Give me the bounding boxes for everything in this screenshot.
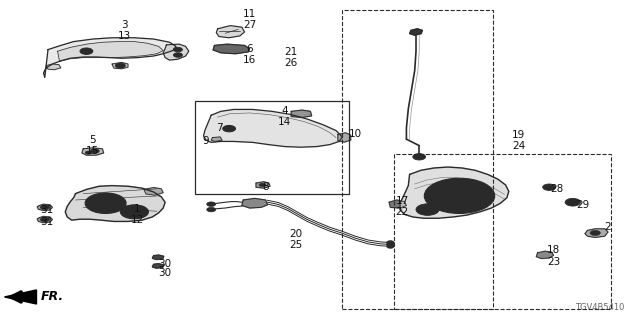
Circle shape bbox=[226, 127, 232, 130]
Circle shape bbox=[85, 151, 92, 154]
Polygon shape bbox=[410, 29, 422, 35]
Circle shape bbox=[424, 178, 495, 213]
Text: 21
26: 21 26 bbox=[285, 47, 298, 68]
Circle shape bbox=[223, 125, 236, 132]
Text: 4
14: 4 14 bbox=[278, 106, 291, 127]
Circle shape bbox=[447, 189, 472, 202]
Circle shape bbox=[565, 198, 580, 206]
Text: 10: 10 bbox=[349, 129, 362, 140]
Text: 30: 30 bbox=[159, 259, 172, 269]
Circle shape bbox=[416, 204, 439, 215]
Polygon shape bbox=[152, 264, 164, 268]
Circle shape bbox=[90, 149, 99, 153]
Circle shape bbox=[387, 244, 394, 248]
Circle shape bbox=[435, 184, 484, 208]
Text: TGV4B5410: TGV4B5410 bbox=[575, 303, 624, 312]
Polygon shape bbox=[216, 26, 244, 38]
Text: 31: 31 bbox=[40, 204, 53, 215]
Circle shape bbox=[127, 208, 142, 216]
Text: 2: 2 bbox=[605, 222, 611, 232]
Circle shape bbox=[207, 207, 216, 212]
Circle shape bbox=[40, 217, 49, 222]
Text: 17
22: 17 22 bbox=[396, 196, 409, 217]
Circle shape bbox=[387, 243, 394, 246]
Bar bbox=[342, 10, 493, 309]
Text: 18
23: 18 23 bbox=[547, 245, 561, 267]
Circle shape bbox=[120, 205, 148, 219]
Bar bbox=[394, 154, 611, 309]
Polygon shape bbox=[389, 200, 406, 208]
Circle shape bbox=[173, 47, 182, 52]
Polygon shape bbox=[163, 44, 189, 60]
Text: 9: 9 bbox=[202, 136, 209, 146]
Polygon shape bbox=[46, 64, 61, 70]
Circle shape bbox=[590, 230, 600, 236]
Text: 29: 29 bbox=[576, 200, 589, 210]
Polygon shape bbox=[242, 198, 268, 208]
Polygon shape bbox=[144, 188, 163, 195]
Circle shape bbox=[207, 202, 216, 206]
Circle shape bbox=[100, 201, 111, 206]
Circle shape bbox=[40, 205, 49, 210]
Polygon shape bbox=[58, 42, 163, 61]
Text: FR.: FR. bbox=[40, 291, 63, 303]
Text: 28: 28 bbox=[550, 184, 564, 195]
Polygon shape bbox=[211, 137, 222, 141]
Polygon shape bbox=[400, 167, 509, 218]
Polygon shape bbox=[65, 186, 165, 221]
Polygon shape bbox=[44, 38, 176, 77]
Polygon shape bbox=[338, 133, 351, 142]
Text: 6
16: 6 16 bbox=[243, 44, 256, 65]
Polygon shape bbox=[585, 229, 608, 237]
Text: 20
25: 20 25 bbox=[289, 229, 302, 250]
Text: 5
15: 5 15 bbox=[86, 135, 99, 156]
Bar bbox=[195, 101, 349, 194]
Polygon shape bbox=[536, 251, 554, 259]
Polygon shape bbox=[213, 44, 250, 54]
Circle shape bbox=[387, 241, 394, 244]
Circle shape bbox=[543, 184, 556, 190]
Polygon shape bbox=[256, 182, 270, 188]
Circle shape bbox=[421, 206, 434, 213]
Polygon shape bbox=[204, 109, 342, 147]
Circle shape bbox=[94, 197, 117, 209]
Polygon shape bbox=[112, 62, 128, 69]
Text: 1
12: 1 12 bbox=[131, 204, 144, 225]
Polygon shape bbox=[291, 110, 312, 117]
Text: 31: 31 bbox=[40, 217, 53, 228]
Circle shape bbox=[546, 186, 552, 189]
Circle shape bbox=[85, 193, 126, 213]
Polygon shape bbox=[37, 216, 52, 223]
Text: 7: 7 bbox=[216, 123, 223, 133]
Polygon shape bbox=[82, 148, 104, 155]
Circle shape bbox=[173, 53, 182, 57]
Text: 3
13: 3 13 bbox=[118, 20, 131, 41]
Text: 30: 30 bbox=[159, 268, 172, 278]
Text: 19
24: 19 24 bbox=[512, 130, 525, 151]
Polygon shape bbox=[152, 255, 164, 260]
Polygon shape bbox=[37, 204, 52, 211]
Polygon shape bbox=[4, 290, 36, 304]
Text: 11
27: 11 27 bbox=[243, 9, 256, 30]
Circle shape bbox=[259, 183, 266, 187]
Circle shape bbox=[80, 48, 93, 54]
Text: 8: 8 bbox=[262, 182, 269, 192]
Circle shape bbox=[115, 63, 125, 68]
Circle shape bbox=[413, 154, 426, 160]
